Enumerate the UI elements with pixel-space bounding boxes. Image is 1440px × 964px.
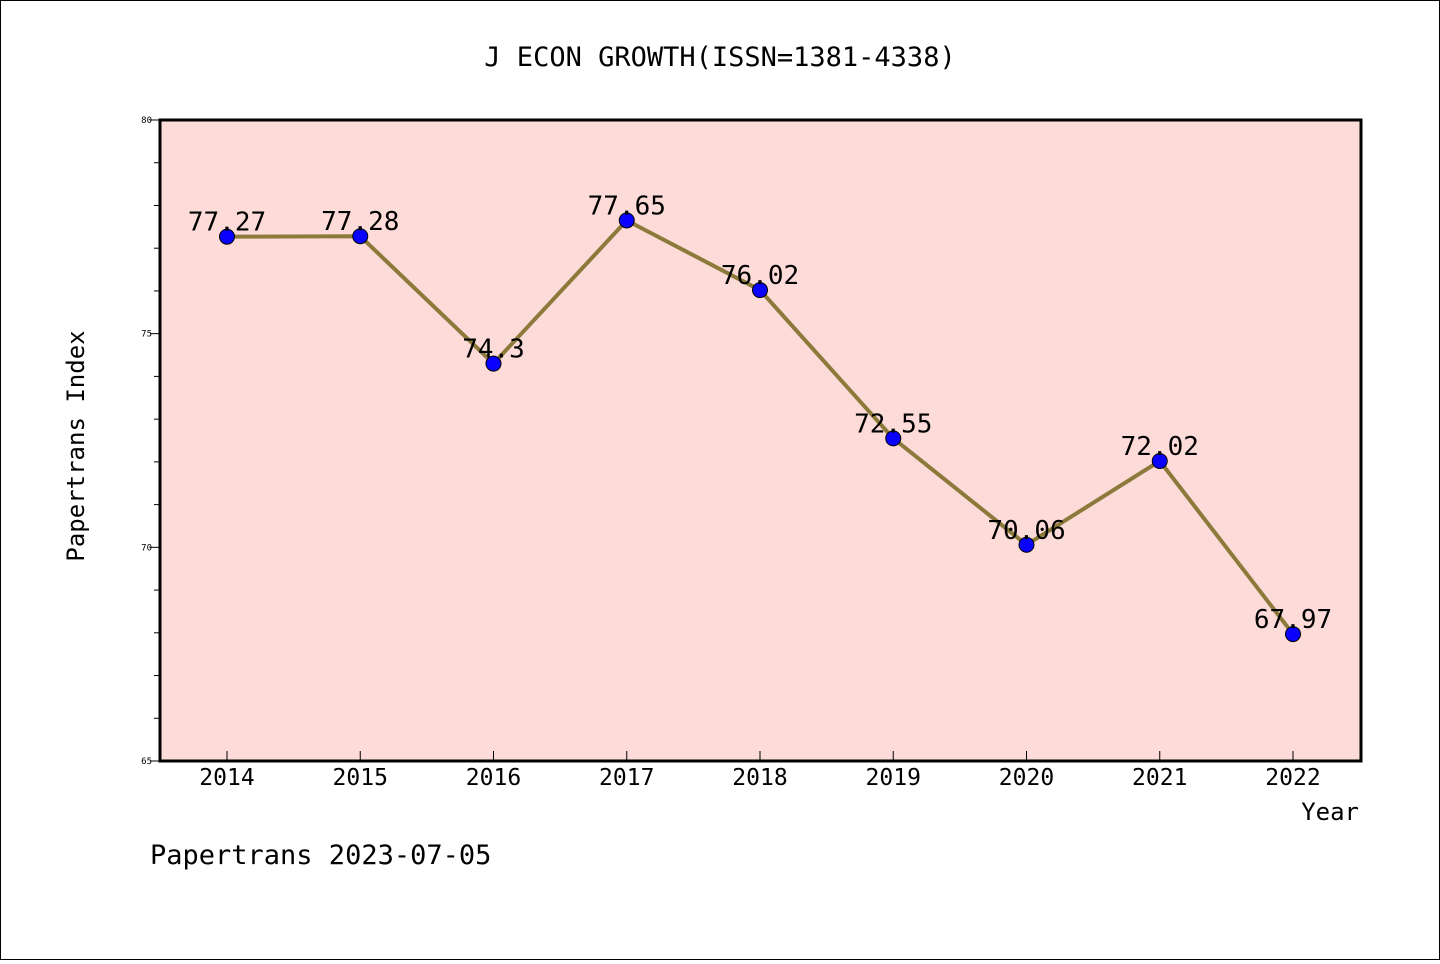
data-label: 77.65 — [588, 191, 666, 221]
data-label: 76.02 — [721, 261, 799, 291]
data-point — [752, 282, 768, 299]
y-tick-label: 75 — [141, 330, 152, 340]
data-label: 67.97 — [1254, 605, 1332, 635]
x-tick-label: 2016 — [466, 765, 521, 791]
series-layer: 77.27 77.28 74.3 77.65 76.02 72.55 70.06 72.02 6… — [188, 191, 1332, 643]
y-tick-label: 80 — [141, 116, 152, 126]
data-point — [885, 430, 902, 447]
data-label: 72.55 — [854, 409, 932, 439]
data-label: 72.02 — [1121, 432, 1199, 462]
footer-date-text: Papertrans 2023-07-05 — [150, 840, 491, 871]
data-point — [485, 355, 502, 372]
y-tick-label: 65 — [141, 757, 152, 767]
plot-area — [160, 120, 1361, 761]
x-tick-label: 2017 — [599, 765, 654, 791]
data-point — [618, 212, 635, 229]
x-tick-label: 2015 — [333, 765, 388, 791]
data-label: 70.06 — [987, 516, 1065, 546]
x-axis-label: Year — [1301, 798, 1359, 826]
x-tick-label: 2022 — [1265, 765, 1320, 791]
data-label: 77.28 — [321, 207, 399, 237]
data-label: 77.27 — [188, 208, 266, 238]
plot-frame — [158, 118, 1363, 763]
x-axis: 2014 2015 2016 2017 2018 2019 2020 2021 2022 — [199, 751, 1321, 791]
data-point — [219, 228, 235, 245]
x-tick-label: 2019 — [866, 765, 921, 791]
data-point — [352, 228, 369, 245]
data-label: 74.3 — [462, 335, 525, 365]
data-point — [1151, 453, 1168, 470]
chart-title: J ECON GROWTH(ISSN=1381-4338) — [484, 42, 955, 73]
x-tick-label: 2014 — [199, 765, 254, 791]
x-tick-label: 2020 — [999, 765, 1054, 791]
x-tick-label: 2018 — [732, 765, 787, 791]
data-point — [1285, 626, 1301, 643]
y-tick-label: 70 — [141, 543, 152, 553]
y-axis-label: Papertrans Index — [62, 330, 90, 561]
data-point — [1018, 536, 1035, 553]
x-tick-label: 2021 — [1132, 765, 1187, 791]
